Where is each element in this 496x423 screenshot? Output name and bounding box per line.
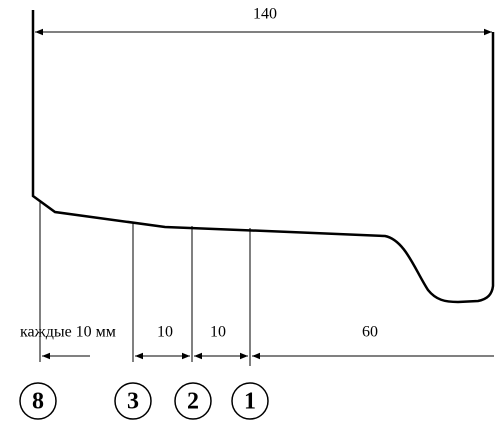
dimension-label: 60 xyxy=(362,324,378,341)
section-circle xyxy=(231,382,269,420)
section-number: 1 xyxy=(244,389,256,415)
wheel-profile xyxy=(31,10,495,304)
dimension-label: 140 xyxy=(253,6,277,23)
dimension-label: 10 xyxy=(157,324,173,341)
dimension-label: 10 xyxy=(210,324,226,341)
dimension-label: каждые 10 мм xyxy=(20,324,116,341)
section-circle xyxy=(19,382,57,420)
section-number: 3 xyxy=(127,389,139,415)
section-number: 8 xyxy=(32,389,44,415)
section-circle xyxy=(174,382,212,420)
section-number: 2 xyxy=(187,389,199,415)
section-circle xyxy=(114,382,152,420)
